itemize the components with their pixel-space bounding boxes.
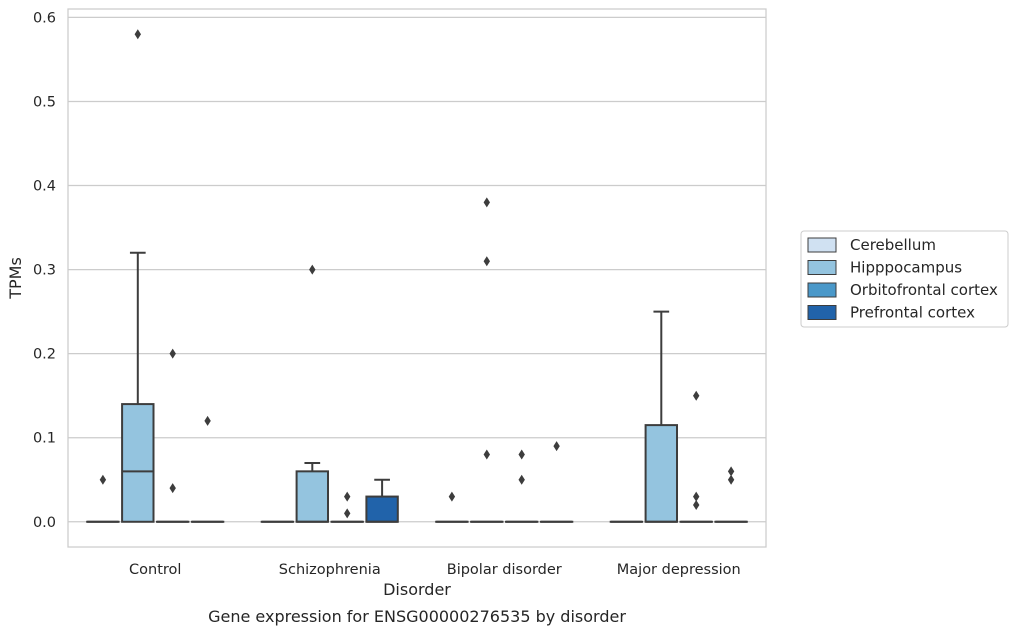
box-group — [365, 478, 399, 523]
x-tick-label: Control — [129, 562, 181, 578]
legend-swatch — [807, 237, 837, 253]
y-tick-label: 0.0 — [33, 515, 56, 531]
legend-swatch — [807, 282, 837, 298]
outlier-point — [483, 197, 490, 208]
box-body — [295, 470, 330, 523]
outlier-point — [344, 508, 351, 519]
x-axis-ticks: Control Schizophrenia Bipolar disorder Majo… — [129, 562, 741, 578]
y-axis-title: TPMs — [6, 257, 25, 300]
x-axis-title: Disorder — [383, 580, 451, 599]
outlier-point — [693, 390, 700, 401]
outlier-point — [727, 474, 735, 485]
outlier-point — [169, 483, 176, 494]
outlier-point — [134, 29, 141, 40]
y-tick-label: 0.4 — [33, 179, 56, 195]
y-tick-label: 0.2 — [33, 347, 56, 363]
legend-swatch — [807, 305, 837, 320]
chart-caption: Gene expression for ENSG00000276535 by d… — [208, 607, 626, 626]
outlier-point — [309, 264, 316, 275]
legend-frame — [800, 230, 1009, 328]
x-tick-label: Major depression — [617, 562, 741, 578]
outlier-point — [727, 466, 735, 477]
legend: Cerebellum Hipppocampus Orbitofrontal cort… — [800, 230, 1009, 328]
plot-area-frame — [67, 8, 767, 548]
x-tick-label: Schizophrenia — [279, 562, 381, 578]
box-body — [365, 495, 399, 523]
y-tick-label: 0.5 — [33, 94, 56, 110]
outlier-point — [448, 491, 456, 502]
outliers — [99, 29, 735, 519]
legend-label: Prefrontal cortex — [850, 304, 975, 322]
y-tick-label: 0.6 — [33, 10, 56, 26]
legend-swatch — [807, 260, 837, 275]
box-group — [644, 310, 679, 523]
outlier-point — [518, 449, 525, 460]
boxes — [86, 251, 748, 523]
y-tick-label: 0.1 — [33, 431, 56, 447]
legend-label: Cerebellum — [850, 236, 936, 254]
outlier-point — [553, 441, 560, 452]
outlier-point — [483, 256, 490, 267]
y-tick-label: 0.3 — [33, 263, 56, 279]
grid-lines — [68, 16, 766, 523]
outlier-point — [204, 415, 211, 426]
box-body — [644, 424, 679, 523]
box-group — [121, 251, 155, 523]
box-group — [295, 461, 330, 523]
outlier-point — [518, 474, 525, 485]
outlier-point — [344, 491, 351, 502]
outlier-point — [483, 449, 490, 460]
y-axis-ticks: 0.0 0.1 0.2 0.3 0.4 0.5 0.6 — [33, 10, 56, 530]
outlier-point — [693, 499, 700, 510]
outlier-point — [693, 491, 700, 502]
box-body — [121, 403, 155, 523]
legend-label: Hipppocampus — [850, 259, 962, 277]
outlier-point — [169, 348, 176, 359]
outlier-point — [99, 474, 107, 485]
legend-label: Orbitofrontal cortex — [850, 281, 998, 299]
x-tick-label: Bipolar disorder — [447, 562, 562, 578]
